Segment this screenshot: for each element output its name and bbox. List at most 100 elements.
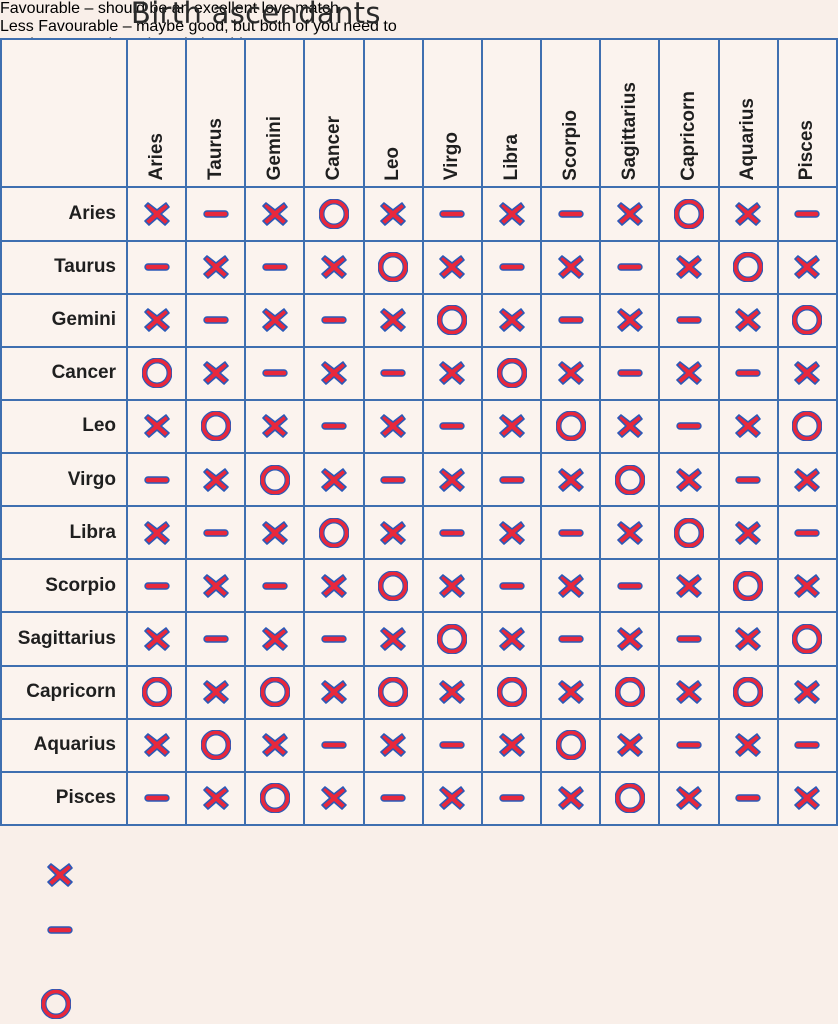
table-cell: [303, 505, 365, 561]
cross-icon: [143, 414, 170, 439]
column-header: Aries: [125, 37, 188, 189]
cross-icon: [735, 308, 761, 332]
cross-icon: [439, 255, 466, 279]
table-cell: [599, 664, 661, 720]
legend-item: Favourable – should be an excellent love…: [0, 0, 838, 887]
circle-icon: [141, 677, 172, 708]
table-cell: [303, 398, 365, 455]
circle-icon: [259, 783, 290, 814]
dash-icon: [203, 635, 229, 643]
table-cell: [658, 345, 720, 401]
table-cell: [244, 186, 306, 242]
table-cell: [599, 398, 661, 455]
dash-icon: [794, 528, 821, 537]
table-cell: [303, 186, 365, 242]
cross-icon: [321, 361, 347, 386]
cross-icon: [380, 733, 407, 757]
table-cell: [776, 451, 838, 508]
table-cell: [540, 239, 602, 295]
table-cell: [421, 451, 483, 508]
cross-icon: [143, 520, 170, 545]
row-header: Cancer: [0, 345, 128, 401]
column-header: Capricorn: [658, 37, 720, 189]
dash-icon: [557, 635, 584, 643]
table-cell: [717, 558, 779, 614]
dash-icon: [143, 794, 170, 803]
row-header: Libra: [0, 505, 128, 561]
circle-icon: [496, 358, 527, 389]
circle-icon: [259, 677, 290, 708]
cross-icon: [262, 520, 288, 545]
cross-icon: [676, 680, 702, 704]
table-cell: [599, 717, 661, 773]
cross-icon: [735, 520, 761, 545]
table-cell: [421, 558, 483, 614]
table-cell: [244, 398, 306, 455]
table-cell: [362, 451, 424, 508]
table-cell: [658, 451, 720, 508]
cross-icon: [676, 574, 702, 598]
cross-icon: [321, 574, 347, 598]
table-cell: [717, 398, 779, 455]
circle-icon: [496, 677, 527, 708]
table-cell: [540, 770, 602, 827]
circle-icon: [378, 677, 409, 708]
column-header: Virgo: [421, 37, 483, 189]
table-row: Sagittarius: [0, 611, 838, 667]
cross-icon: [617, 627, 643, 651]
header-row: Aries Taurus Gemini Cancer Leo Virgo Libra Scor…: [0, 37, 838, 189]
table-cell: [244, 717, 306, 773]
cross-icon: [380, 520, 407, 545]
table-cell: [244, 345, 306, 401]
table-cell: [303, 664, 365, 720]
table-cell: [658, 186, 720, 242]
cross-icon: [676, 467, 702, 492]
table-cell: [540, 186, 602, 242]
table-cell: [303, 558, 365, 614]
cross-icon: [735, 202, 761, 226]
cross-icon: [676, 361, 702, 386]
cross-icon: [202, 574, 229, 598]
dash-icon: [321, 316, 347, 324]
table-cell: [185, 611, 247, 667]
dash-icon: [617, 582, 643, 590]
table-cell: [540, 398, 602, 455]
table-cell: [480, 770, 543, 827]
cross-icon: [262, 627, 288, 651]
table-cell: [480, 292, 543, 348]
cross-icon: [735, 733, 761, 757]
circle-icon: [200, 411, 231, 442]
table-cell: [717, 186, 779, 242]
cross-icon: [143, 733, 170, 757]
dash-icon: [557, 316, 584, 324]
table-cell: [776, 398, 838, 455]
circle-icon: [733, 570, 764, 601]
legend-label: Less Favourable – maybe good, but both o…: [0, 18, 397, 35]
table-cell: [185, 239, 247, 295]
table-row: Aquarius: [0, 717, 838, 773]
table-cell: [125, 664, 188, 720]
table-cell: [717, 664, 779, 720]
table-cell: [125, 292, 188, 348]
cross-icon: [143, 202, 170, 226]
dash-icon: [617, 369, 643, 378]
cross-icon: [498, 520, 525, 545]
dash-icon: [735, 369, 761, 378]
table-cell: [599, 292, 661, 348]
table-cell: [658, 664, 720, 720]
table-cell: [599, 345, 661, 401]
row-header: Pisces: [0, 770, 128, 827]
table-row: Gemini: [0, 292, 838, 348]
table-cell: [125, 611, 188, 667]
cross-icon: [617, 202, 643, 226]
dash-icon: [676, 741, 702, 749]
table-cell: [303, 611, 365, 667]
circle-icon: [733, 677, 764, 708]
dash-icon: [203, 528, 229, 537]
dash-icon: [498, 475, 525, 484]
table-cell: [480, 186, 543, 242]
dash-icon: [143, 475, 170, 484]
dash-icon: [794, 210, 821, 218]
circle-icon: [437, 305, 468, 336]
column-header-label: Leo: [382, 146, 404, 181]
